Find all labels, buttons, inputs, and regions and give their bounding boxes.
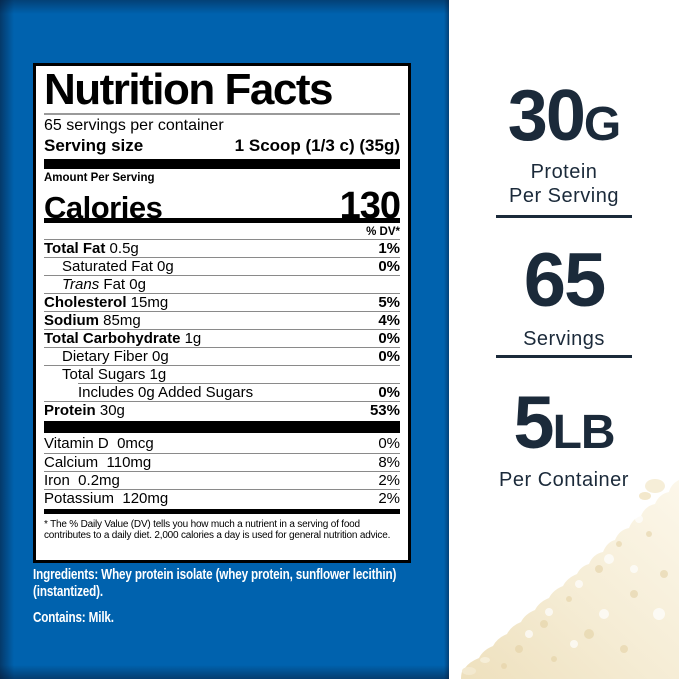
stat-protein-label: Protein Per Serving [449, 160, 679, 208]
contains-text: Contains: Milk. [33, 609, 114, 626]
nutrient-name-text: Cholesterol [44, 293, 127, 311]
servings-per-container: 65 servings per container [44, 116, 224, 134]
ingredients-text: Ingredients: Whey protein isolate (whey … [33, 566, 397, 600]
stat-divider [496, 355, 632, 358]
serving-size-value: 1 Scoop (1/3 c) (35g) [234, 135, 400, 155]
vitamin-dv: 0% [378, 434, 400, 452]
nutrient-name-text: Total Fat [44, 239, 106, 257]
nutrient-dv: 53% [369, 401, 400, 419]
nutrient-row: Saturated Fat 0g 0% [44, 256, 400, 275]
nutrient-dv: 0% [378, 347, 400, 365]
nutrient-dv: 1% [378, 239, 400, 257]
vitamin-name: Iron 0.2mg [44, 471, 120, 489]
nutrient-name-text: Dietary Fiber [62, 347, 148, 365]
powder-image [461, 479, 679, 679]
stat-protein-value: 30 [507, 76, 586, 156]
nutrient-rows: Total Fat 0.5g 1% Saturated Fat 0g 0% Trans … [44, 238, 400, 419]
stat-protein-unit: G [583, 98, 621, 151]
calories-row: Calories 130 [44, 185, 401, 227]
nutrient-name-text: Protein [44, 401, 96, 419]
label-footnote: * The % Daily Value (DV) tells you how m… [44, 518, 391, 542]
stat-container-label: Per Container [449, 468, 679, 492]
serving-size-label: Serving size [44, 135, 144, 155]
nutrient-row: Includes 0g Added Sugars 0% [78, 382, 400, 401]
stat-per-container: 5LB Per Container [449, 386, 679, 492]
nutrient-name-text: Saturated Fat [62, 257, 153, 275]
nutrient-dv: 0% [378, 329, 400, 347]
nutrient-name: Includes 0g Added Sugars [78, 384, 253, 401]
stat-servings-label: Servings [449, 327, 679, 351]
nutrition-facts-label: Nutrition Facts 65 servings per containe… [33, 63, 411, 563]
nutrient-row: Sodium 85mg 4% [44, 310, 400, 329]
vitamin-name: Vitamin D 0mcg [44, 434, 154, 452]
stat-container-label-line1: Per Container [499, 469, 629, 491]
nutrient-dv: 5% [378, 293, 400, 311]
vitamin-dv: 8% [378, 453, 400, 471]
nutrient-name: Dietary Fiber 0g [62, 347, 169, 365]
nutrient-row: Cholesterol 15mg 5% [44, 292, 400, 311]
nutrient-name: Sodium 85mg [44, 311, 141, 329]
nutrient-row: Protein 30g 53% [44, 400, 400, 419]
vitamin-dv: 2% [378, 489, 400, 507]
separator-bar [44, 158, 400, 169]
nutrient-row: Trans Fat 0g [44, 274, 400, 293]
nutrient-dv: 0% [378, 257, 400, 275]
stat-protein-per-serving: 30G Protein Per Serving [449, 80, 679, 208]
serving-size-row: Serving size 1 Scoop (1/3 c) (35g) [44, 135, 400, 156]
calories-label: Calories [44, 189, 163, 225]
nutrient-name-text: Total Sugars [62, 365, 146, 383]
nutrient-row: Total Fat 0.5g 1% [44, 238, 400, 257]
nutrient-name: Cholesterol 15mg [44, 293, 169, 311]
nutrient-name: Protein 30g [44, 401, 125, 419]
nutrient-name: Saturated Fat 0g [62, 257, 174, 275]
nutrient-row: Total Carbohydrate 1g 0% [44, 328, 400, 347]
stat-protein-number: 30G [449, 80, 679, 152]
calories-value: 130 [339, 184, 401, 227]
separator-bar [44, 420, 400, 433]
label-title: Nutrition Facts [44, 65, 333, 114]
stat-servings-label-line1: Servings [523, 328, 605, 350]
nutrient-dv: 0% [378, 383, 400, 401]
stat-servings-value: 65 [523, 238, 607, 323]
nutrient-name: Total Carbohydrate 1g [44, 329, 202, 347]
nutrient-name-italic: Trans [62, 275, 100, 293]
vitamin-dv: 2% [378, 471, 400, 489]
amount-per-serving: Amount Per Serving [44, 171, 155, 184]
vitamin-row: Calcium 110mg 8% [44, 452, 400, 471]
stat-container-value: 5 [513, 381, 554, 464]
stat-protein-label-line1: Protein [530, 161, 598, 183]
nutrient-row: Dietary Fiber 0g 0% [44, 346, 400, 365]
stat-container-number: 5LB [449, 386, 679, 460]
nutrient-name: Trans Fat 0g [62, 275, 146, 293]
vitamin-rows: Vitamin D 0mcg 0% Calcium 110mg 8% Iron 0.2m… [44, 435, 400, 507]
nutrient-name-text: Includes 0g Added Sugars [78, 383, 254, 401]
stat-servings-number: 65 [449, 243, 679, 319]
stat-servings: 65 Servings [449, 243, 679, 351]
vitamin-row: Vitamin D 0mcg 0% [44, 435, 400, 453]
nutrient-name-text: Fat [103, 275, 126, 293]
vitamin-row: Iron 0.2mg 2% [44, 470, 400, 489]
vitamin-row: Potassium 120mg 2% [44, 488, 400, 507]
vitamin-name: Potassium 120mg [44, 489, 169, 507]
separator-bar [44, 217, 400, 223]
nutrient-name: Total Fat 0.5g [44, 239, 139, 257]
nutrient-dv: 4% [378, 311, 400, 329]
ingredients-block: Ingredients: Whey protein isolate (whey … [33, 566, 423, 626]
daily-value-header: % DV* [366, 225, 400, 238]
vitamin-name: Calcium 110mg [44, 453, 152, 471]
nutrient-name-text: Sodium [44, 311, 99, 329]
blue-background: Nutrition Facts 65 servings per containe… [0, 0, 449, 679]
separator-bar [44, 508, 400, 514]
nutrient-row: Total Sugars 1g [44, 364, 400, 383]
stat-protein-label-line2: Per Serving [509, 185, 619, 207]
nutrient-name: Total Sugars 1g [62, 365, 167, 383]
title-rule [44, 112, 400, 115]
stat-container-unit: LB [552, 406, 616, 459]
nutrient-name-text: Total Carbohydrate [44, 329, 181, 347]
stat-divider [496, 215, 632, 218]
